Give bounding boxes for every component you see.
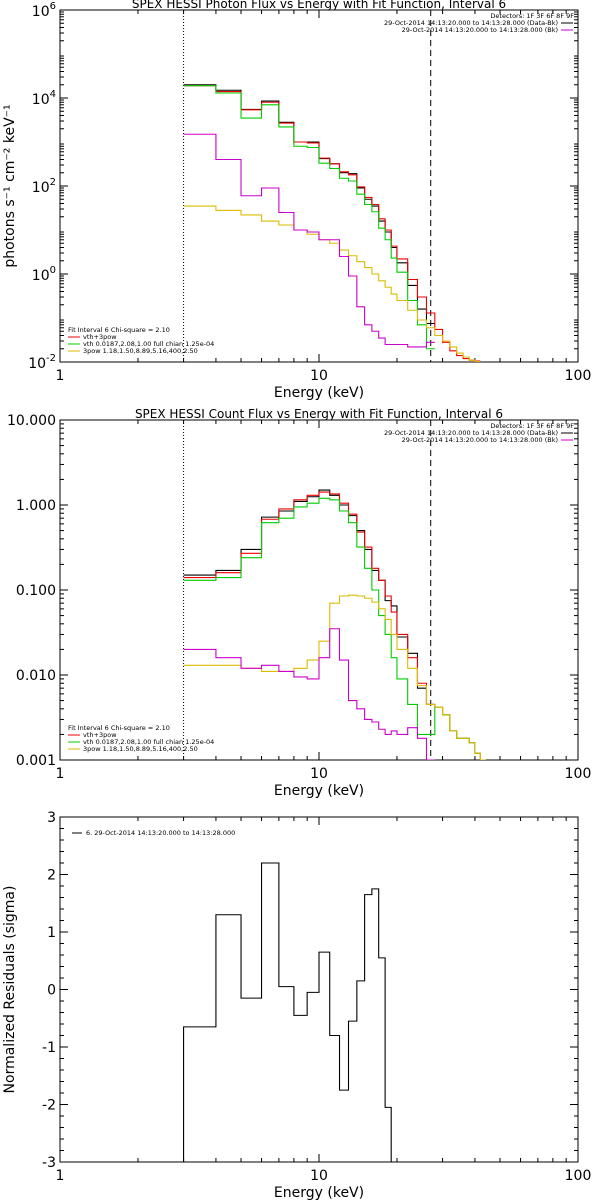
x-axis-label: Energy (keV) [274,783,364,799]
fit-legend-label: vth+3pow [83,731,117,739]
y-tick-label: 3 [47,810,56,826]
legend-entry-label: 29-Oct-2014 14:13:20.000 to 14:13:28.000… [402,26,558,34]
legend-entry-label: 6. 29-Oct-2014 14:13:20.000 to 14:13:28.… [86,829,235,837]
x-tick-label: 100 [565,1168,592,1184]
series-line-1 [183,84,435,325]
x-tick-label: 1 [56,368,65,384]
x-tick-label: 10 [310,766,328,782]
series-line-3 [183,85,435,350]
x-tick-label: 1 [56,766,65,782]
y-tick-label: -1 [42,1040,56,1056]
x-tick-label: 100 [565,368,592,384]
y-tick-label: 10.000 [7,413,56,429]
detector-legend-header: Detectors: 1F 3F 6F 8F 9F [490,12,574,20]
fit-legend-header: Fit Interval 6 Chi-square = 2.10 [68,326,170,334]
x-tick-label: 1 [56,1168,65,1184]
detector-legend-header: Detectors: 1F 3F 6F 8F 9F [490,422,574,430]
y-axis-label: Normalized Residuals (sigma) [2,886,18,1094]
x-tick-label: 100 [565,766,592,782]
y-tick-label: 2 [47,868,56,884]
x-axis-label: Energy (keV) [274,1185,364,1200]
chart-panel-2: SPEX HESSI Count Flux vs Energy with Fit… [7,407,591,799]
y-tick-label: 1.000 [16,498,56,514]
y-tick-label: 0.100 [16,583,56,599]
series-line-5 [183,133,435,348]
y-axis-label: photons s⁻¹ cm⁻² keV⁻¹ [2,104,18,267]
fit-legend-label: vth 0.0187,2.08,1.00 full chian 1.25e-04 [83,340,214,348]
y-tick-label: -3 [42,1155,56,1171]
fit-legend-header: Fit Interval 6 Chi-square = 2.10 [68,724,170,732]
y-tick-label: 0.010 [16,668,56,684]
series-line-4 [183,594,486,760]
y-tick-label: 1 [47,925,56,941]
legend-entry-label: 29-Oct-2014 14:13:20.000 to 14:13:28.000… [384,19,558,27]
fit-legend-label: vth+3pow [83,333,117,341]
y-tick-label: 0.001 [16,753,56,769]
plot-frame [59,9,579,363]
legend-entry-label: 29-Oct-2014 14:13:20.000 to 14:13:28.000… [402,436,558,444]
x-tick-label: 10 [310,368,328,384]
series-line-4 [183,205,481,362]
chart-title: SPEX HESSI Count Flux vs Energy with Fit… [135,407,503,421]
y-tick-label: 100 [32,265,56,284]
series-line-1 [183,489,435,706]
series-line-5 [183,628,435,760]
series-line-2 [183,85,481,362]
series-line-1 [183,862,392,1162]
fit-legend-label: 3pow 1.18,1.50,8.89,5.16,400,2.50 [83,745,198,753]
chart-panel-3: 1 10 100 Energy (keV) -3 -2 -1 0 1 2 3 Normalized R… [2,810,591,1200]
chart-panel-1: SPEX HESSI Photon Flux vs Energy with Fi… [2,0,591,401]
plot-frame [59,419,579,761]
legend-entry-label: 29-Oct-2014 14:13:20.000 to 14:13:28.000… [384,429,558,437]
chart-title: SPEX HESSI Photon Flux vs Energy with Fi… [132,0,506,11]
fit-legend-label: vth 0.0187,2.08,1.00 full chian 1.25e-04 [83,738,214,746]
y-tick-label: 10-2 [28,353,56,372]
x-axis-label: Energy (keV) [274,385,364,401]
y-tick-label: -2 [42,1098,56,1114]
x-tick-label: 10 [310,1168,328,1184]
y-tick-label: 0 [47,983,56,999]
y-tick-label: 102 [32,177,56,196]
y-tick-label: 106 [32,1,56,20]
series-line-2 [183,491,486,760]
y-tick-label: 104 [32,89,56,108]
fit-legend-label: 3pow 1.18,1.50,8.89,5.16,400,2.50 [83,347,198,355]
